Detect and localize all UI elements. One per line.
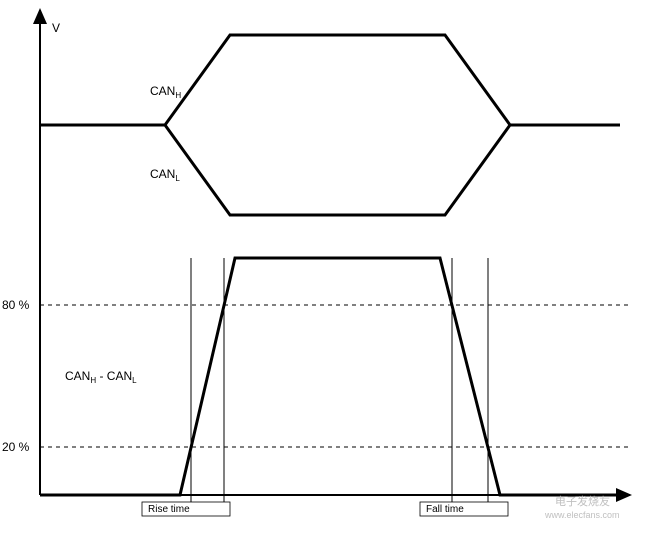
watermark-url: www.elecfans.com — [544, 510, 620, 520]
threshold-80-label: 80 % — [2, 298, 30, 312]
y-axis-label: V — [52, 21, 60, 35]
rise-time-label: Rise time — [148, 504, 190, 515]
can-h-label: CANH — [150, 84, 181, 100]
can-h-trace — [40, 35, 620, 125]
can-l-trace — [40, 125, 620, 215]
threshold-20-label: 20 % — [2, 440, 30, 454]
differential-label: CANH - CANL — [65, 369, 137, 385]
fall-time-label: Fall time — [426, 504, 464, 515]
watermark-text: 电子发烧友 — [555, 494, 610, 508]
y-axis-arrow — [33, 8, 47, 24]
diagram-container: V CANH CANL 80 % 20 % CANH - CANL Rise time Fal… — [0, 0, 655, 533]
timing-diagram: V CANH CANL 80 % 20 % CANH - CANL Rise time Fal… — [0, 0, 655, 533]
can-l-label: CANL — [150, 167, 180, 183]
